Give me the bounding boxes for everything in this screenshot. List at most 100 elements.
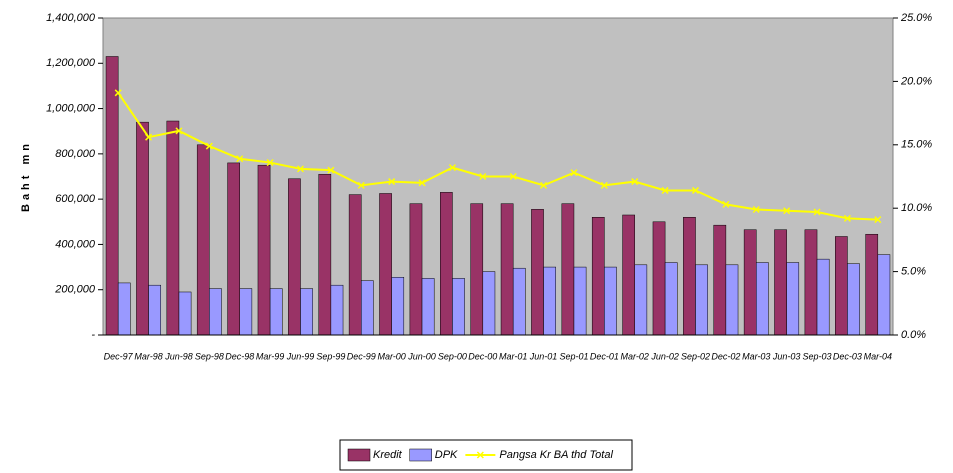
- bar: [166, 120, 180, 336]
- bar: [664, 262, 678, 336]
- legend-label: Kredit: [373, 449, 403, 461]
- line-marker: [388, 178, 396, 186]
- bar: [482, 271, 496, 336]
- y2-tick-label: 20.0%: [900, 75, 932, 87]
- bar: [136, 121, 149, 336]
- x-tick-label: Sep-03: [803, 351, 832, 361]
- line-marker: [296, 165, 305, 173]
- bar: [470, 203, 484, 336]
- bar: [512, 267, 526, 336]
- line-marker: [357, 181, 365, 189]
- legend-swatch: [409, 448, 432, 462]
- x-tick-label: Dec-99: [347, 351, 376, 361]
- line-marker: [752, 205, 760, 213]
- y-tick-label: -: [91, 329, 95, 341]
- bar: [786, 262, 800, 336]
- y-tick-label: 1,400,000: [46, 12, 96, 24]
- line-marker: [175, 127, 183, 135]
- line-marker: [114, 89, 122, 97]
- line-marker: [570, 169, 578, 177]
- bar: [440, 192, 453, 336]
- y2-tick-label: 10.0%: [901, 202, 932, 214]
- bar: [743, 229, 757, 336]
- x-tick-label: Sep-00: [438, 351, 467, 361]
- bar: [209, 288, 222, 336]
- bar: [178, 291, 192, 336]
- line-marker: [874, 216, 882, 224]
- line-marker: [205, 142, 213, 150]
- y-tick-label: 800,000: [55, 148, 96, 160]
- x-tick-label: Sep-02: [681, 351, 710, 361]
- line-marker: [722, 200, 730, 208]
- bar: [391, 277, 405, 336]
- x-tick-label: Dec-98: [225, 351, 254, 361]
- x-tick-label: Dec-00: [468, 351, 497, 361]
- x-tick-label: Mar-02: [621, 351, 649, 361]
- bar: [683, 217, 696, 336]
- x-tick-label: Jun-99: [286, 351, 315, 361]
- line-marker: [691, 186, 700, 194]
- y2-tick-label: 5.0%: [901, 266, 926, 278]
- line-marker: [813, 208, 821, 216]
- bar: [330, 284, 344, 336]
- bar: [288, 178, 301, 336]
- bar: [573, 266, 587, 336]
- x-tick-label: Sep-01: [559, 351, 588, 361]
- bar: [196, 144, 210, 336]
- bar: [227, 162, 240, 336]
- bar: [105, 56, 119, 336]
- y2-tick-label: 0.0%: [901, 329, 926, 341]
- y-axis-label: Baht mn: [20, 140, 32, 212]
- x-tick-label: Dec-01: [590, 351, 619, 361]
- line-series: [117, 92, 878, 221]
- legend-swatch: [347, 448, 371, 462]
- bar: [847, 263, 860, 336]
- bar: [816, 258, 830, 336]
- bar: [713, 224, 727, 336]
- bar: [865, 233, 879, 336]
- bar: [804, 229, 818, 336]
- x-tick-label: Mar-01: [499, 351, 527, 361]
- y-tick-label: 200,000: [54, 284, 96, 296]
- bar: [531, 209, 544, 336]
- legend-marker: [476, 451, 484, 459]
- bar: [348, 194, 362, 336]
- bar: [421, 278, 435, 336]
- bar: [634, 264, 648, 336]
- line-marker: [145, 133, 153, 141]
- bar: [148, 284, 161, 336]
- line-marker: [783, 207, 791, 215]
- x-tick-label: Sep-99: [316, 351, 345, 361]
- bar: [452, 278, 465, 336]
- bar: [409, 203, 423, 336]
- x-tick-label: Dec-02: [711, 351, 740, 361]
- bar: [591, 217, 605, 336]
- y2-tick-label: 25.0%: [900, 12, 932, 24]
- line-marker: [479, 172, 487, 181]
- legend-label: Pangsa Kr BA thd Total: [499, 449, 613, 461]
- bar: [756, 262, 769, 336]
- y-tick-label: 1,000,000: [46, 102, 96, 114]
- bar: [500, 203, 514, 336]
- bar: [379, 193, 392, 336]
- line-marker: [540, 181, 548, 189]
- x-tick-label: Mar-99: [256, 351, 284, 361]
- x-tick-label: Jun-01: [529, 351, 558, 361]
- bar: [877, 254, 891, 336]
- line-marker: [236, 155, 244, 163]
- x-tick-label: Mar-04: [864, 351, 892, 361]
- bar: [561, 203, 575, 336]
- x-tick-label: Dec-97: [104, 351, 134, 361]
- bar: [543, 266, 556, 336]
- x-tick-label: Mar-98: [134, 351, 162, 361]
- bar: [774, 229, 787, 336]
- bar: [604, 266, 617, 336]
- y-tick-label: 400,000: [55, 238, 96, 250]
- x-tick-label: Jun-98: [164, 351, 193, 361]
- bar: [239, 288, 253, 336]
- x-tick-label: Mar-00: [377, 351, 405, 361]
- line-marker: [418, 179, 426, 187]
- line-marker: [266, 159, 274, 167]
- bar: [300, 288, 313, 336]
